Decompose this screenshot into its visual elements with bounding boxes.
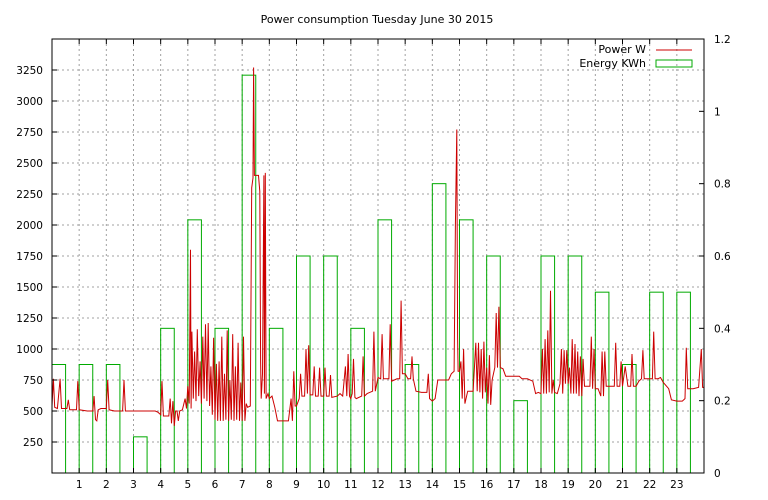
energy-bar-20 (594, 291, 610, 474)
x-tick-label-21: 21 (616, 479, 629, 491)
axes-layer: 1 2 3 4 5 6 7 8 9 10 11 12 13 14 15 16 17 18 19 20 21 22 23250… (16, 34, 731, 491)
x-tick-label-16: 16 (480, 479, 494, 491)
energy-bar-23 (676, 291, 691, 474)
energy-bar-14 (431, 183, 447, 474)
x-tick-label-11: 11 (344, 479, 357, 491)
x-tick-label-2: 2 (103, 479, 110, 491)
x-tick-label-15: 15 (453, 479, 466, 491)
legend-swatch-energy (655, 59, 693, 68)
energy-bar-13 (404, 364, 420, 474)
y-tick-label-1750: 1750 (16, 251, 43, 263)
energy-bar-3 (133, 436, 148, 474)
y2-tick-label-2: 0.4 (714, 323, 731, 335)
x-tick-label-18: 18 (534, 479, 547, 491)
y-tick-label-1000: 1000 (16, 344, 43, 356)
y-tick-label-1250: 1250 (16, 313, 43, 325)
legend-label-power: Power W (598, 43, 646, 56)
x-tick-label-4: 4 (157, 479, 164, 491)
y-tick-label-250: 250 (23, 437, 43, 449)
energy-bar-22 (649, 291, 664, 474)
y2-tick-label-0: 0 (714, 468, 721, 480)
y-tick-label-2000: 2000 (16, 220, 43, 232)
y2-tick-label-1: 0.2 (714, 396, 731, 408)
power-series-line (51, 67, 704, 426)
y2-tick-label-6: 1.2 (714, 34, 731, 46)
energy-bar-17 (513, 400, 528, 474)
energy-bar-21 (622, 364, 637, 474)
x-tick-label-23: 23 (670, 479, 683, 491)
legend: Power W Energy KWh (579, 43, 693, 70)
energy-bar-10 (323, 255, 338, 474)
energy-bar-1 (78, 364, 94, 474)
y-tick-label-1500: 1500 (16, 282, 43, 294)
y-tick-label-2250: 2250 (16, 189, 43, 201)
x-tick-label-20: 20 (589, 479, 602, 491)
energy-bar-8 (268, 327, 284, 474)
energy-bar-11 (350, 327, 365, 474)
energy-bars (51, 74, 691, 474)
y-tick-label-750: 750 (23, 375, 43, 387)
y-tick-label-2750: 2750 (16, 127, 43, 139)
x-tick-label-6: 6 (212, 479, 219, 491)
x-tick-label-12: 12 (371, 479, 384, 491)
x-tick-label-17: 17 (507, 479, 520, 491)
x-tick-label-5: 5 (184, 479, 191, 491)
x-tick-label-3: 3 (130, 479, 137, 491)
y2-tick-label-5: 1 (714, 106, 721, 118)
x-tick-label-13: 13 (398, 479, 411, 491)
x-tick-label-9: 9 (293, 479, 300, 491)
x-tick-label-10: 10 (317, 479, 330, 491)
x-tick-label-19: 19 (561, 479, 574, 491)
legend-label-energy: Energy KWh (579, 57, 646, 70)
chart-title: Power consumption Tuesday June 30 2015 (261, 13, 494, 26)
y-tick-label-2500: 2500 (16, 158, 43, 170)
energy-bar-0 (51, 364, 67, 474)
power-line-layer (51, 67, 704, 426)
energy-bar-15 (459, 219, 474, 474)
y-tick-label-3250: 3250 (16, 65, 43, 77)
y-tick-label-500: 500 (23, 406, 43, 418)
x-tick-label-14: 14 (426, 479, 440, 491)
y2-tick-label-3: 0.6 (714, 251, 731, 263)
y-tick-label-3000: 3000 (16, 96, 43, 108)
x-tick-label-1: 1 (76, 479, 83, 491)
y2-tick-label-4: 0.8 (714, 179, 731, 191)
x-tick-label-7: 7 (239, 479, 246, 491)
x-tick-label-8: 8 (266, 479, 273, 491)
energy-bar-2 (105, 364, 121, 474)
x-tick-label-22: 22 (643, 479, 656, 491)
